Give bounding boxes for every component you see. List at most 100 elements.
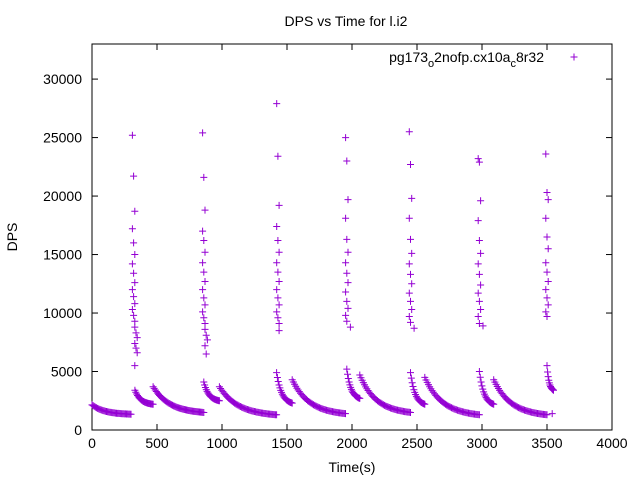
x-tick-label: 500	[145, 435, 169, 451]
data-point	[543, 233, 551, 241]
data-point	[130, 269, 138, 277]
data-point	[343, 235, 351, 243]
data-point	[201, 342, 209, 350]
x-tick-label: 2000	[336, 435, 367, 451]
data-point	[199, 286, 207, 294]
data-point	[344, 248, 352, 256]
data-point	[421, 400, 429, 408]
data-point	[342, 311, 350, 319]
data-point	[405, 313, 413, 321]
data-point	[544, 368, 552, 376]
data-point	[128, 225, 136, 233]
data-point	[133, 349, 141, 357]
data-point	[356, 394, 364, 402]
y-tick-label: 25000	[43, 130, 82, 146]
x-tick-label: 4000	[596, 435, 627, 451]
data-point	[128, 286, 136, 294]
data-point	[475, 320, 483, 328]
data-point	[133, 334, 141, 342]
data-point	[475, 411, 483, 419]
data-point	[410, 324, 418, 332]
data-point	[405, 289, 413, 297]
data-point	[412, 391, 420, 399]
chart-title: DPS vs Time for l.i2	[285, 13, 408, 29]
data-point	[200, 314, 208, 322]
legend-marker	[570, 53, 578, 61]
data-point	[476, 373, 484, 381]
data-point	[199, 308, 207, 316]
data-point	[274, 378, 282, 386]
data-point	[346, 323, 354, 331]
data-point	[130, 311, 138, 319]
data-point	[479, 322, 487, 330]
data-point	[130, 293, 138, 301]
data-point	[202, 331, 210, 339]
data-point	[475, 237, 483, 245]
data-point	[274, 152, 282, 160]
data-point	[275, 381, 283, 389]
data-point	[475, 368, 483, 376]
data-point	[477, 378, 485, 386]
data-point	[200, 173, 208, 181]
y-axis: 0 5000 10000 15000 20000 25000 30000	[43, 71, 612, 438]
data-point	[344, 370, 352, 378]
data-point	[149, 400, 157, 408]
data-point	[477, 197, 485, 205]
data-point	[408, 379, 416, 387]
data-point	[128, 306, 136, 314]
y-tick-label: 10000	[43, 305, 82, 321]
data-point	[474, 313, 482, 321]
data-point	[128, 260, 136, 268]
x-axis-label: Time(s)	[329, 459, 376, 475]
data-point	[543, 411, 551, 419]
data-point	[274, 294, 282, 302]
data-point	[543, 362, 551, 370]
data-point	[275, 320, 283, 328]
data-point	[131, 323, 139, 331]
data-point	[199, 129, 207, 137]
data-point	[478, 382, 486, 390]
data-point	[131, 207, 139, 215]
data-point	[131, 339, 139, 347]
data-point	[132, 388, 140, 396]
data-point	[131, 251, 139, 259]
data-point	[200, 268, 208, 276]
data-point	[548, 410, 556, 418]
data-point	[273, 100, 281, 108]
y-tick-label: 15000	[43, 247, 82, 263]
data-point	[344, 304, 352, 312]
data-point	[477, 249, 485, 257]
data-point	[544, 277, 552, 285]
data-point	[474, 217, 482, 225]
data-point	[202, 350, 210, 358]
data-point	[409, 383, 417, 391]
data-point	[199, 227, 207, 235]
y-tick-label: 20000	[43, 188, 82, 204]
data-point	[408, 306, 416, 314]
data-point	[131, 279, 139, 287]
y-tick-label: 5000	[51, 364, 82, 380]
data-point	[544, 301, 552, 309]
data-point	[477, 306, 485, 314]
data-point	[343, 317, 351, 325]
data-point	[343, 297, 351, 305]
data-point	[543, 313, 551, 321]
data-point	[543, 268, 551, 276]
data-point	[273, 308, 281, 316]
data-point	[273, 286, 281, 294]
data-point	[275, 301, 283, 309]
data-point	[542, 286, 550, 294]
data-point	[475, 297, 483, 305]
data-point	[203, 336, 211, 344]
data-point	[342, 259, 350, 267]
data-point	[407, 160, 414, 168]
data-point	[542, 259, 550, 267]
data-point	[274, 314, 282, 322]
y-tick-label: 30000	[43, 71, 82, 87]
data-point	[288, 399, 296, 407]
data-point	[407, 408, 414, 416]
data-point	[474, 289, 482, 297]
data-point	[342, 214, 350, 222]
data-point	[275, 327, 283, 335]
data-point	[407, 374, 415, 382]
